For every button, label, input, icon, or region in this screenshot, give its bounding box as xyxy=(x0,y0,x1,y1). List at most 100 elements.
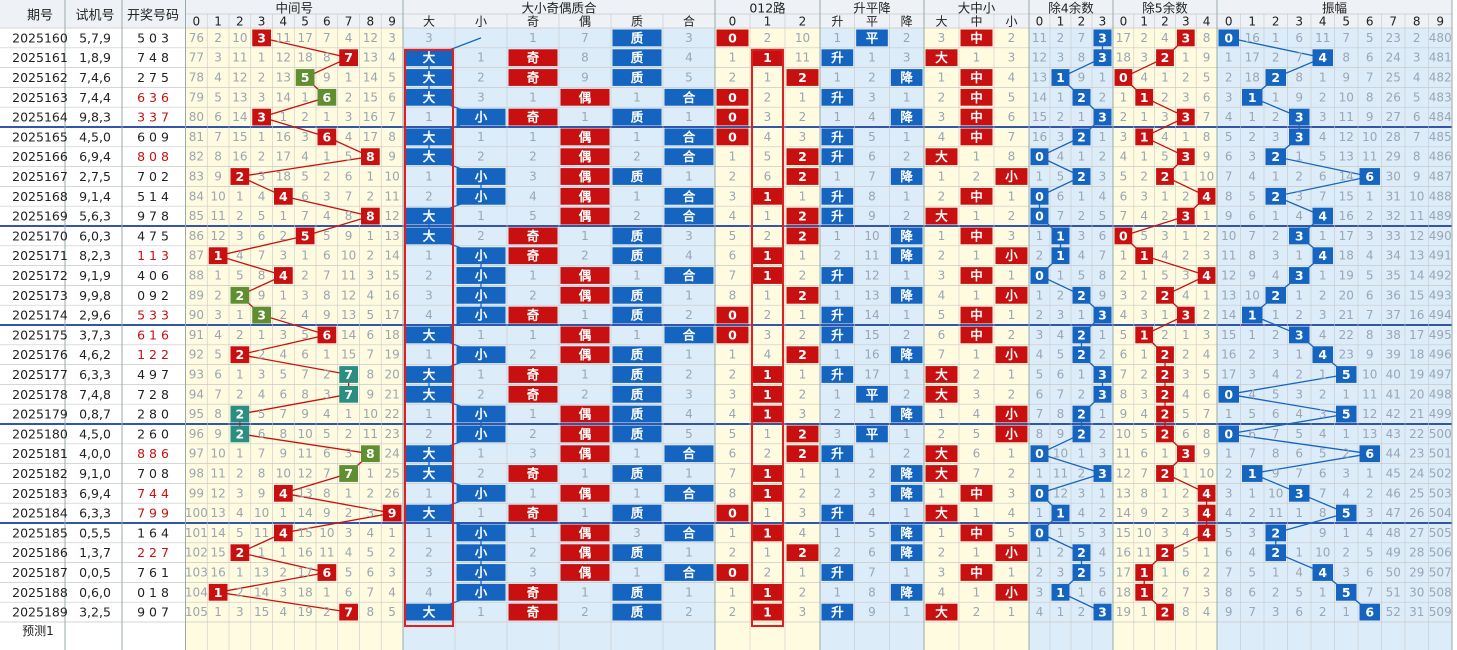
road-miss: 6 xyxy=(729,447,737,461)
period-cell: 2025167 xyxy=(12,169,68,184)
mod4-mark-text: 2 xyxy=(1077,545,1086,560)
trend-mark-text: 降 xyxy=(900,407,913,422)
trend-mark xyxy=(890,583,923,601)
jo-mark-text: 偶 xyxy=(579,525,592,540)
jo-miss: 1 xyxy=(529,328,537,342)
jo-mark-text: 偶 xyxy=(579,149,592,164)
middle-number-text: 4 xyxy=(279,189,288,204)
mod4-miss: 3 xyxy=(1099,447,1107,461)
middle-miss: 3 xyxy=(367,506,375,520)
mod4-miss: 5 xyxy=(1078,269,1086,283)
jo-miss: 3 xyxy=(529,170,537,184)
trend-miss: 9 xyxy=(868,209,876,223)
road-miss: 2 xyxy=(729,546,737,560)
amp-miss: 2 xyxy=(1366,486,1374,500)
middle-miss: 5 xyxy=(323,427,331,441)
trend-miss: 1 xyxy=(903,269,911,283)
mod4-mark xyxy=(1093,603,1112,621)
middle-miss: 1 xyxy=(323,348,331,362)
dx-mark xyxy=(456,168,506,185)
trend-miss: 10 xyxy=(864,229,879,243)
zh-mark xyxy=(612,603,662,621)
mod4-mark-text: 3 xyxy=(1098,308,1107,323)
mod4-mark xyxy=(1051,227,1070,245)
mod5-mark-text: 2 xyxy=(1161,466,1170,481)
zh-mark xyxy=(664,564,714,581)
dx-mark xyxy=(456,267,506,284)
size-miss: 3 xyxy=(938,269,946,283)
middle-number-text: 7 xyxy=(344,466,353,481)
mod5-miss: 3 xyxy=(1203,585,1211,599)
header-sub-middle: 2 xyxy=(236,15,244,29)
road-miss: 1 xyxy=(764,546,772,560)
mod5-miss: 1 xyxy=(1203,288,1211,302)
middle-miss: 2 xyxy=(258,348,266,362)
amp-miss: 6 xyxy=(1272,407,1280,421)
size-mark xyxy=(995,286,1028,304)
road-miss: 1 xyxy=(799,90,807,104)
amp-mark-text: 0 xyxy=(1224,426,1233,441)
mod5-miss: 1 xyxy=(1120,90,1128,104)
mod5-miss: 6 xyxy=(1120,348,1128,362)
middle-miss: 14 xyxy=(384,249,399,263)
mod5-miss: 5 xyxy=(1182,407,1190,421)
middle-miss: 11 xyxy=(210,467,225,481)
amp-miss: 502 xyxy=(1429,467,1452,481)
zh-miss: 1 xyxy=(633,130,641,144)
trend-mark xyxy=(821,326,854,344)
zh-mark xyxy=(612,405,662,423)
mod4-mark-text: 2 xyxy=(1077,327,1086,342)
amp-miss: 11 xyxy=(1362,150,1377,164)
amp-miss: 21 xyxy=(1339,308,1354,322)
mod4-mark-text: 2 xyxy=(1077,565,1086,580)
mod5-miss: 2 xyxy=(1161,506,1169,520)
trend-mark-text: 升 xyxy=(831,209,844,224)
middle-number xyxy=(295,227,315,245)
mod5-miss: 2 xyxy=(1140,368,1148,382)
trend-miss: 1 xyxy=(903,605,911,619)
zh-mark-text: 质 xyxy=(631,387,644,402)
road-miss: 5 xyxy=(764,150,772,164)
mod4-miss: 2 xyxy=(1078,387,1086,401)
zh-mark xyxy=(664,484,714,502)
zh-miss: 2 xyxy=(685,605,693,619)
size-mark xyxy=(995,425,1028,443)
middle-miss: 5 xyxy=(323,229,331,243)
dx-miss: 3 xyxy=(425,288,433,302)
amp-miss: 2 xyxy=(1295,308,1303,322)
dx-mark xyxy=(456,247,506,265)
mod5-mark xyxy=(1114,69,1133,86)
amp-miss: 2 xyxy=(1342,447,1350,461)
trend-mark-text: 升 xyxy=(831,189,844,204)
trial-cell: 9,9,8 xyxy=(79,288,111,303)
middle-miss: 9 xyxy=(388,150,396,164)
road-miss: 2 xyxy=(799,486,807,500)
zh-mark xyxy=(664,148,714,166)
header-group-trend: 升平降 xyxy=(853,1,891,16)
mod5-miss: 9 xyxy=(1203,51,1211,65)
middle-miss: 8 xyxy=(388,130,396,144)
road-miss: 3 xyxy=(729,189,737,203)
amp-miss: 4 xyxy=(1319,328,1327,342)
mod5-miss: 4 xyxy=(1161,249,1169,263)
zh-miss: 3 xyxy=(685,387,693,401)
middle-number-text: 2 xyxy=(236,169,245,184)
dx-mark xyxy=(456,405,506,423)
amp-miss: 6 xyxy=(1366,51,1374,65)
mod4-mark-text: 3 xyxy=(1098,387,1107,402)
jo-mark-text: 奇 xyxy=(527,70,540,85)
middle-miss: 5 xyxy=(214,348,222,362)
mod5-miss: 5 xyxy=(1161,269,1169,283)
jo-mark-text: 奇 xyxy=(527,50,540,65)
dx-mark-text: 小 xyxy=(474,268,488,283)
middle-miss: 2 xyxy=(323,368,331,382)
amp-miss: 31 xyxy=(1386,189,1401,203)
mod5-miss: 2 xyxy=(1182,189,1190,203)
draw-cell: 5 0 3 xyxy=(137,30,169,45)
amp-miss: 7 xyxy=(1366,585,1374,599)
road-mark xyxy=(716,326,749,344)
amp-miss: 488 xyxy=(1429,189,1452,203)
mod4-miss: 6 xyxy=(1036,387,1044,401)
mod5-mark-text: 4 xyxy=(1202,268,1211,283)
size-miss: 7 xyxy=(1008,130,1016,144)
